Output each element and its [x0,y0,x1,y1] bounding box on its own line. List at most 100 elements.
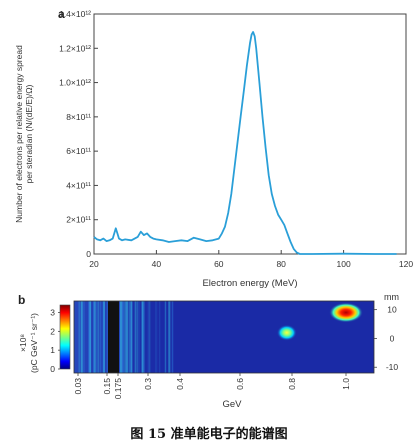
noise-streak [164,301,167,373]
y-tick-label: 6×10¹¹ [66,146,91,156]
noise-streak [141,301,144,373]
y-tick-label: 1.2×10¹² [59,43,91,53]
noise-streak [120,301,122,373]
noise-streak [78,301,81,373]
gev-tick-label: 0.8 [287,378,297,390]
noise-streak [81,301,83,373]
noise-streak [143,301,145,373]
panel-b-right-axis-label: mm [384,292,399,302]
x-tick-label: 20 [89,259,99,269]
noise-streak [129,301,131,373]
heatmap-frame [73,300,375,374]
colorbar-tick-label: 1 [50,345,55,355]
noise-streak [103,301,105,373]
noise-streak [124,301,126,373]
heatmap-blob-1.0gev [329,302,363,323]
noise-streak [92,301,94,373]
noise-streak [119,301,122,373]
y-tick-label: 0 [86,249,91,259]
heatmap-low-energy-noise [74,301,184,373]
noise-streak [171,301,173,373]
x-tick-label: 100 [337,259,351,269]
colorbar-tick-label: 2 [50,326,55,336]
x-tick-label: 80 [276,259,286,269]
gev-tick-label: 0.15 [102,378,112,395]
noise-streak [159,301,161,373]
noise-streak [149,301,151,373]
noise-streak [138,301,140,373]
noise-streak [129,301,132,373]
noise-streak [121,301,124,373]
noise-streak [96,301,98,373]
mm-tick-label: 0 [390,333,395,343]
mm-tick-label: -10 [386,362,399,372]
noise-streak [103,301,106,373]
noise-streak [131,301,133,373]
gev-tick-label: 0.03 [73,378,83,395]
gev-tick-label: 1.0 [341,378,351,390]
panel-b-x-ticks: 0.03 0.15 0.175 0.3 0.4 0.6 0.8 1.0 [73,373,351,399]
noise-streak [125,301,126,373]
noise-streak [83,301,85,373]
spectrum-line [93,31,397,255]
noise-streak [141,301,144,373]
panel-a-y-label-line1: Number of electrons per relative energy … [14,45,24,223]
noise-streak [128,301,130,373]
gev-tick-label: 0.6 [235,378,245,390]
noise-streak [136,301,139,373]
noise-streak [142,301,145,373]
noise-streak [126,301,129,373]
panel-a-x-ticks: 20 40 60 80 100 120 [89,250,413,269]
panel-a: 0 2×10¹¹ 4×10¹¹ 6×10¹¹ 8×10¹¹ 1.0×10¹² 1.2×10¹… [14,9,413,289]
panel-b-right-ticks: 10 0 -10 [374,305,399,372]
noise-streak [156,301,158,373]
y-tick-label: 1.4×10¹² [59,9,91,19]
gev-tick-label: 0.4 [175,378,185,390]
noise-streak [142,301,144,373]
colorbar-ticks: 0 1 2 3 [50,308,60,374]
colorbar-label-line1: ×10⁸ [18,334,28,352]
noise-streak [102,301,104,373]
noise-streak [168,301,170,373]
panel-a-label: a [58,7,65,21]
noise-streak [172,301,174,373]
noise-streak [165,301,167,373]
noise-streak [147,301,149,373]
panel-a-y-label-line2: per steradian (N/(dE/E)/Ω) [24,84,34,183]
y-tick-label: 4×10¹¹ [66,180,91,190]
noise-streak [121,301,123,373]
noise-streak [103,301,105,373]
noise-streak [134,301,137,373]
noise-streak [94,301,96,373]
colorbar [59,304,71,370]
panel-b-x-label: GeV [222,399,242,410]
x-tick-label: 40 [152,259,162,269]
noise-streak [130,301,133,373]
y-tick-label: 8×10¹¹ [66,112,91,122]
y-tick-label: 1.0×10¹² [59,78,91,88]
noise-streak [141,301,144,373]
detector-gap [108,301,119,373]
noise-streak [130,301,132,373]
panel-a-y-ticks: 0 2×10¹¹ 4×10¹¹ 6×10¹¹ 8×10¹¹ 1.0×10¹² 1.2×10¹… [59,9,98,259]
noise-streak [125,301,128,373]
noise-streak [93,301,95,373]
gev-tick-label: 0.3 [143,378,153,390]
heatmap-blob-0.8gev [276,324,297,341]
noise-streak [155,301,157,373]
gev-tick-label: 0.175 [113,378,123,400]
noise-streak [120,301,123,373]
x-tick-label: 60 [214,259,224,269]
noise-streak [134,301,136,373]
colorbar-label-line2: (pC GeV⁻¹ sr⁻¹) [29,313,39,373]
heatmap-noise-streaks [78,301,174,373]
noise-streak [121,301,124,373]
noise-streak [97,301,100,373]
noise-streak [120,301,122,373]
noise-streak [106,301,109,373]
noise-streak [82,301,84,373]
panel-a-frame [93,13,407,255]
panel-b-label: b [18,293,25,307]
